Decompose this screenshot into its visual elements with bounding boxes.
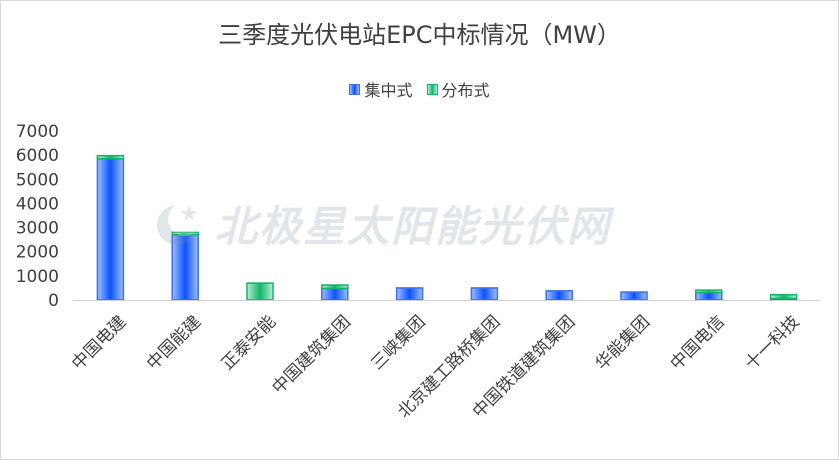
bar-distributed [695, 289, 723, 294]
bar-centralized [470, 287, 499, 301]
legend-swatch-series-1 [426, 83, 438, 95]
bar-centralized [171, 234, 199, 301]
chart-title: 三季度光伏电站EPC中标情况（MW） [218, 21, 621, 49]
bar-distributed [321, 284, 349, 290]
y-tick-label: 6000 [16, 146, 59, 166]
bar-centralized [545, 290, 573, 301]
y-tick-label: 2000 [16, 243, 59, 263]
legend-swatch-series-0 [349, 83, 361, 95]
legend-label-series-0: 集中式 [364, 81, 413, 100]
x-tick-label: 十一科技 [741, 312, 803, 374]
bar-centralized [620, 291, 648, 301]
x-tick-label: 中国电信 [667, 312, 729, 374]
bar-centralized [395, 287, 424, 301]
y-axis: 0 1000 2000 3000 4000 5000 6000 7000 [16, 122, 59, 311]
x-tick-label: 中国电建 [68, 312, 130, 374]
y-tick-label: 7000 [16, 122, 59, 142]
bar-centralized [321, 287, 349, 301]
bar-distributed [769, 293, 798, 300]
y-tick-label: 0 [48, 291, 59, 311]
chart-legend: 集中式 分布式 [1, 77, 838, 101]
bar-centralized [695, 291, 723, 301]
y-tick-label: 1000 [16, 267, 59, 287]
legend-item-series-1: 分布式 [426, 77, 490, 101]
bar-distributed [246, 282, 274, 301]
y-tick-label: 5000 [16, 170, 59, 190]
x-tick-label: 中国建筑集团 [269, 312, 355, 398]
bar-distributed [171, 231, 199, 236]
y-tick-label: 3000 [16, 219, 59, 239]
x-tick-label: 正泰安能 [218, 312, 280, 374]
bar-centralized [96, 158, 125, 301]
legend-item-series-0: 集中式 [349, 77, 413, 101]
bar-group [96, 154, 798, 301]
x-tick-label: 三峡集团 [367, 312, 429, 374]
x-tick-label: 华能集团 [592, 312, 654, 374]
x-tick-label: 中国能建 [143, 312, 205, 374]
legend-label-series-1: 分布式 [441, 81, 490, 100]
y-tick-label: 4000 [16, 194, 59, 214]
bar-distributed [96, 154, 125, 160]
